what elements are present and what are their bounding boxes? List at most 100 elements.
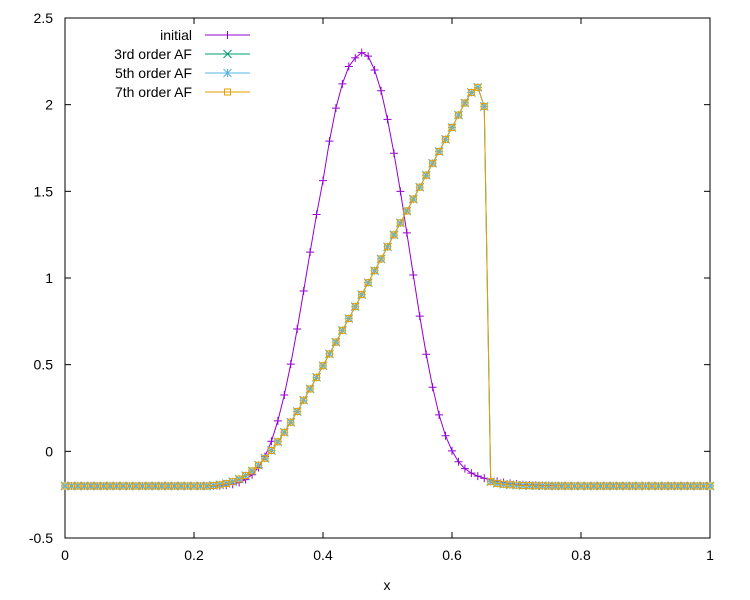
- data-point: [261, 454, 269, 462]
- data-point: [384, 243, 391, 251]
- data-point: [358, 291, 366, 299]
- data-point: [415, 312, 424, 321]
- data-point: [338, 326, 346, 334]
- data-point: [448, 446, 456, 455]
- data-point: [473, 472, 482, 481]
- legend-marker: [224, 88, 231, 96]
- data-point: [396, 187, 405, 196]
- data-point: [435, 147, 443, 155]
- y-tick-label: 2.5: [34, 10, 54, 26]
- data-point: [416, 183, 424, 191]
- data-point: [293, 324, 302, 333]
- data-point: [422, 171, 430, 179]
- series-line: [65, 86, 710, 487]
- data-point: [435, 410, 444, 419]
- data-point: [467, 469, 476, 478]
- data-point: [383, 115, 392, 124]
- data-point: [441, 431, 450, 440]
- data-point: [377, 86, 386, 95]
- legend-label: 7th order AF: [115, 84, 192, 100]
- data-point: [461, 99, 469, 107]
- x-axis-title: x: [384, 577, 391, 593]
- data-point: [287, 418, 295, 426]
- data-point: [306, 248, 315, 257]
- data-point: [267, 437, 276, 446]
- legend-marker: [223, 31, 232, 39]
- data-point: [480, 102, 488, 110]
- x-tick-label: 0: [61, 547, 69, 563]
- data-point: [402, 228, 411, 237]
- data-point: [325, 137, 334, 146]
- data-point: [364, 279, 372, 287]
- data-point: [300, 396, 308, 404]
- data-point: [377, 255, 385, 263]
- data-point: [389, 149, 398, 158]
- data-point: [454, 457, 463, 466]
- data-point: [319, 176, 327, 185]
- data-point: [422, 350, 431, 359]
- data-point: [351, 53, 360, 62]
- data-point: [274, 438, 282, 446]
- data-point: [390, 231, 398, 239]
- data-point: [396, 219, 404, 227]
- series-4: [61, 83, 714, 490]
- data-point: [319, 362, 327, 370]
- data-point: [280, 391, 289, 399]
- x-tick-label: 0.8: [571, 547, 591, 563]
- data-point: [428, 383, 437, 392]
- legend-label: 5th order AF: [115, 65, 192, 81]
- data-point: [313, 373, 321, 381]
- data-point: [338, 79, 347, 88]
- data-point: [460, 464, 469, 473]
- y-tick-label: 1: [45, 270, 53, 286]
- data-point: [332, 338, 340, 346]
- series-2: [60, 82, 715, 491]
- series-layer: [60, 48, 715, 491]
- data-point: [273, 416, 282, 425]
- data-point: [242, 472, 250, 480]
- x-tick-label: 1: [706, 547, 714, 563]
- y-tick-label: 2: [45, 97, 53, 113]
- series-3: [60, 82, 715, 491]
- x-tick-label: 0.2: [184, 547, 204, 563]
- data-point: [345, 315, 353, 323]
- legend-marker: [223, 68, 232, 78]
- legend: initial 3rd order AF 5th order AF 7th order…: [114, 27, 250, 100]
- series-1: [61, 48, 714, 490]
- data-point: [706, 482, 714, 490]
- y-tick-label: 1.5: [34, 183, 54, 199]
- data-point: [280, 428, 288, 436]
- data-point: [403, 207, 411, 215]
- y-tick-label: -0.5: [29, 530, 53, 546]
- data-point: [357, 48, 366, 57]
- data-point: [467, 89, 475, 97]
- series-line: [65, 86, 710, 487]
- data-point: [371, 267, 379, 275]
- data-point: [248, 467, 256, 475]
- data-point: [306, 385, 314, 393]
- y-tick-label: 0.5: [34, 357, 54, 373]
- data-point: [364, 52, 373, 61]
- data-point: [344, 62, 353, 71]
- data-point: [293, 407, 301, 415]
- data-point: [474, 83, 482, 91]
- data-point: [448, 124, 456, 132]
- data-point: [312, 210, 321, 219]
- y-tick-label: 0: [45, 443, 53, 459]
- data-point: [325, 350, 333, 358]
- legend-label: initial: [160, 27, 192, 43]
- data-point: [267, 446, 275, 454]
- data-point: [370, 66, 379, 74]
- x-tick-label: 0.6: [442, 547, 462, 563]
- data-point: [409, 271, 418, 280]
- data-point: [351, 303, 359, 311]
- legend-label: 3rd order AF: [114, 46, 192, 62]
- data-point: [429, 159, 437, 167]
- data-point: [331, 104, 340, 113]
- axis-ticks: 0 0.2 0.4 0.6 0.8 1 -0.5 0 0.5 1 1.5 2 2.5: [29, 10, 714, 563]
- series-line: [65, 86, 710, 487]
- data-point: [299, 287, 308, 295]
- data-point: [442, 135, 450, 143]
- data-point: [286, 360, 295, 369]
